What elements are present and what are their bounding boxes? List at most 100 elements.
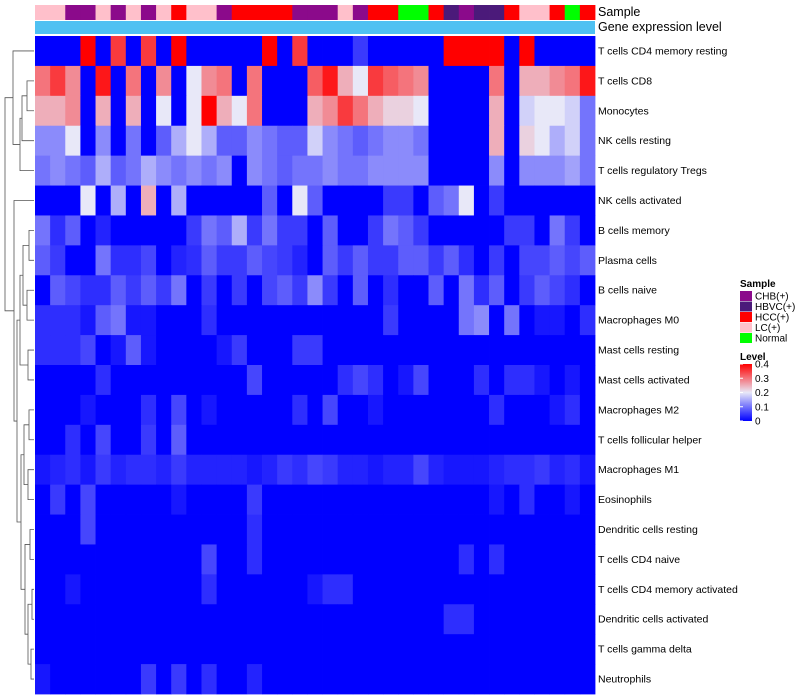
heatmap-cell	[50, 574, 66, 605]
sample-legend-swatch	[740, 333, 752, 343]
heatmap-cell	[519, 185, 535, 216]
heatmap-cell	[489, 544, 505, 575]
heatmap-cell	[489, 394, 505, 426]
heatmap-cell	[186, 394, 202, 426]
heatmap-cell	[156, 65, 172, 97]
heatmap-cell	[231, 305, 248, 336]
heatmap-cell	[80, 365, 96, 396]
row-label: B cells memory	[598, 225, 671, 237]
heatmap-cell	[125, 335, 142, 366]
heatmap-cell	[352, 394, 369, 426]
heatmap-cell	[367, 574, 384, 605]
heatmap-cell	[156, 514, 172, 545]
heatmap-cell	[80, 664, 96, 695]
sample-annotation-cell	[579, 5, 596, 20]
heatmap-cell	[201, 604, 218, 635]
heatmap-cell	[35, 544, 51, 575]
row-label: Monocytes	[598, 105, 649, 117]
sample-legend-swatch	[740, 322, 752, 333]
heatmap-cell	[367, 544, 384, 575]
heatmap-cell	[156, 424, 172, 456]
heatmap-cell	[95, 574, 112, 605]
heatmap-cell	[489, 514, 505, 545]
heatmap-cell	[216, 275, 233, 306]
heatmap-cell	[171, 604, 187, 635]
heatmap-cell	[140, 664, 157, 695]
heatmap-cell	[504, 335, 520, 366]
heatmap-cell	[307, 185, 323, 216]
heatmap-cell	[216, 95, 233, 127]
heatmap-cell	[322, 36, 339, 67]
heatmap-cell	[579, 185, 596, 216]
heatmap-cell	[458, 305, 475, 336]
heatmap-cell	[110, 604, 127, 635]
heatmap-cell	[458, 394, 475, 426]
heatmap-cell	[322, 155, 339, 186]
heatmap-cell	[352, 574, 369, 605]
heatmap-cell	[579, 215, 596, 246]
heatmap-cell	[307, 215, 323, 246]
heatmap-cell	[262, 155, 278, 186]
heatmap-cell	[95, 634, 112, 665]
heatmap-cell	[186, 95, 202, 127]
heatmap-cell	[246, 36, 263, 67]
heatmap-cell	[140, 634, 157, 665]
dendrogram-branch	[26, 80, 34, 112]
heatmap-cell	[322, 574, 339, 605]
heatmap-cell	[156, 155, 172, 186]
heatmap-cell	[80, 634, 96, 665]
heatmap-cell	[171, 185, 187, 216]
heatmap-cell	[292, 155, 308, 186]
heatmap-cell	[110, 484, 127, 515]
heatmap-cell	[246, 514, 263, 545]
heatmap-cell	[398, 634, 414, 665]
heatmap-cell	[534, 185, 550, 216]
heatmap-cell	[549, 36, 566, 67]
heatmap-cell	[519, 634, 535, 665]
heatmap-cell	[201, 305, 218, 336]
heatmap-cell	[231, 335, 248, 366]
heatmap-cell	[383, 36, 399, 67]
heatmap-cell	[216, 634, 233, 665]
heatmap-cell	[458, 335, 475, 366]
heatmap-cell	[50, 65, 66, 97]
sample-annotation-cell	[322, 5, 339, 20]
heatmap-cell	[549, 185, 566, 216]
heatmap-cell	[579, 454, 596, 486]
heatmap-cell	[201, 394, 218, 426]
heatmap-cell	[216, 155, 233, 186]
heatmap-cell	[549, 514, 566, 545]
heatmap-cell	[443, 514, 460, 545]
heatmap-cell	[367, 305, 384, 336]
heatmap-cell	[277, 185, 293, 216]
heatmap-cell	[367, 484, 384, 515]
heatmap-cell	[367, 664, 384, 695]
heatmap-cell	[65, 394, 81, 426]
heatmap-cell	[489, 484, 505, 515]
heatmap-cell	[428, 514, 445, 545]
heatmap-cell	[352, 65, 369, 97]
heatmap-cell	[110, 245, 127, 276]
heatmap-cell	[65, 365, 81, 396]
heatmap-cell	[80, 305, 96, 336]
row-label: NK cells activated	[598, 195, 682, 207]
heatmap-cell	[292, 95, 308, 127]
heatmap-cell	[519, 454, 535, 486]
heatmap-cell	[201, 185, 218, 216]
heatmap-cell	[50, 664, 66, 695]
heatmap-cell	[458, 544, 475, 575]
heatmap-cell	[352, 275, 369, 306]
heatmap-cell	[216, 335, 233, 366]
heatmap-cell	[367, 634, 384, 665]
heatmap-cell	[50, 215, 66, 246]
heatmap-cell	[443, 155, 460, 186]
heatmap-cell	[413, 36, 429, 67]
heatmap-cell	[519, 245, 535, 276]
heatmap-cell	[352, 424, 369, 456]
heatmap-cell	[95, 125, 112, 157]
heatmap-cell	[140, 544, 157, 575]
heatmap-cell	[322, 215, 339, 246]
heatmap-cell	[95, 604, 112, 635]
heatmap-cell	[156, 36, 172, 67]
heatmap-cell	[65, 574, 81, 605]
